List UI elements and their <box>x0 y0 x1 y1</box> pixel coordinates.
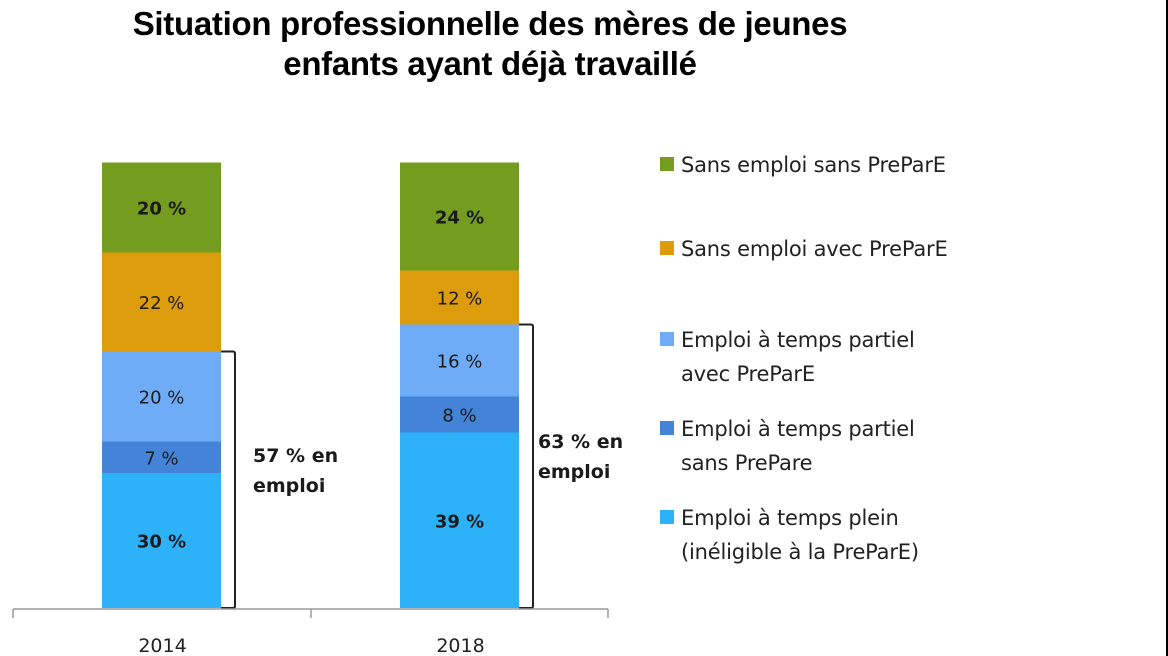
legend-label: Sans emploi sans PreParE <box>681 153 946 177</box>
legend-item-3: Emploi à temps partiel sans PrePare <box>660 412 915 480</box>
data-label-2014-3: 22 % <box>139 293 185 314</box>
data-label-2014-4: 20 % <box>137 199 186 220</box>
legend-label: Sans emploi avec PreParE <box>681 237 948 261</box>
legend-item-0: Sans emploi sans PreParE <box>660 148 946 182</box>
legend-swatch-icon <box>660 157 674 171</box>
bar-segment-2014-0 <box>102 473 221 608</box>
bar-segment-2018-3 <box>400 270 519 325</box>
legend-swatch-icon <box>660 241 674 255</box>
data-label-2018-3: 12 % <box>437 289 483 310</box>
legend-swatch-icon <box>660 421 674 435</box>
legend-item-1: Sans emploi avec PreParE <box>660 232 948 266</box>
bracket-label-2018-line2: emploi <box>538 461 610 483</box>
x-tick-label-2014: 2014 <box>138 635 186 656</box>
legend-swatch-icon <box>660 510 674 524</box>
data-label-2014-1: 7 % <box>144 448 178 469</box>
data-label-2018-4: 24 % <box>435 208 484 229</box>
data-label-2018-1: 8 % <box>442 406 476 427</box>
legend-label: Emploi à temps partiel avec PreParE <box>681 328 915 386</box>
chart-title: Situation professionnelle des mères de j… <box>0 4 980 84</box>
chart-title-line-2: enfants ayant déjà travaillé <box>283 45 697 82</box>
bar-segment-2018-0 <box>400 432 519 608</box>
bar-segment-2018-2 <box>400 324 519 397</box>
bracket-label-2018-line1: 63 % en <box>538 431 623 453</box>
bar-segment-2014-2 <box>102 351 221 442</box>
data-label-2018-0: 39 % <box>435 511 484 532</box>
bar-segment-2018-1 <box>400 396 519 433</box>
bar-segment-2018-4 <box>400 162 519 271</box>
bracket-label-2014-line2: emploi <box>253 475 325 497</box>
x-axis: 2014 2018 <box>12 608 609 656</box>
legend-item-4: Emploi à temps plein (inéligible à la Pr… <box>660 501 919 569</box>
legend-item-2: Emploi à temps partiel avec PreParE <box>660 323 915 391</box>
bars-group: 30 % 7 % 20 % 22 % 20 % 39 % 8 % 16 % 12 % 24 % <box>102 162 519 608</box>
right-border <box>1166 0 1168 656</box>
legend-label: Emploi à temps partiel sans PrePare <box>681 417 915 475</box>
x-tick-label-2018: 2018 <box>436 635 484 656</box>
legend-swatch-icon <box>660 332 674 346</box>
data-label-2014-0: 30 % <box>137 532 186 553</box>
bar-segment-2014-3 <box>102 252 221 352</box>
bracket-2018 <box>519 323 534 609</box>
chart-title-line-1: Situation professionnelle des mères de j… <box>132 5 848 42</box>
brackets-group: 57 % en emploi 63 % en emploi <box>221 323 623 609</box>
data-label-2014-2: 20 % <box>139 388 185 409</box>
bar-segment-2014-1 <box>102 441 221 473</box>
bracket-label-2014-line1: 57 % en <box>253 445 338 467</box>
bracket-2014 <box>221 350 236 609</box>
stacked-bar-chart: 30 % 7 % 20 % 22 % 20 % 39 % 8 % 16 % 12 % 24 % 5… <box>12 162 623 656</box>
data-label-2018-2: 16 % <box>437 352 483 373</box>
bar-segment-2014-4 <box>102 162 221 253</box>
legend-label: Emploi à temps plein (inéligible à la Pr… <box>681 506 919 564</box>
